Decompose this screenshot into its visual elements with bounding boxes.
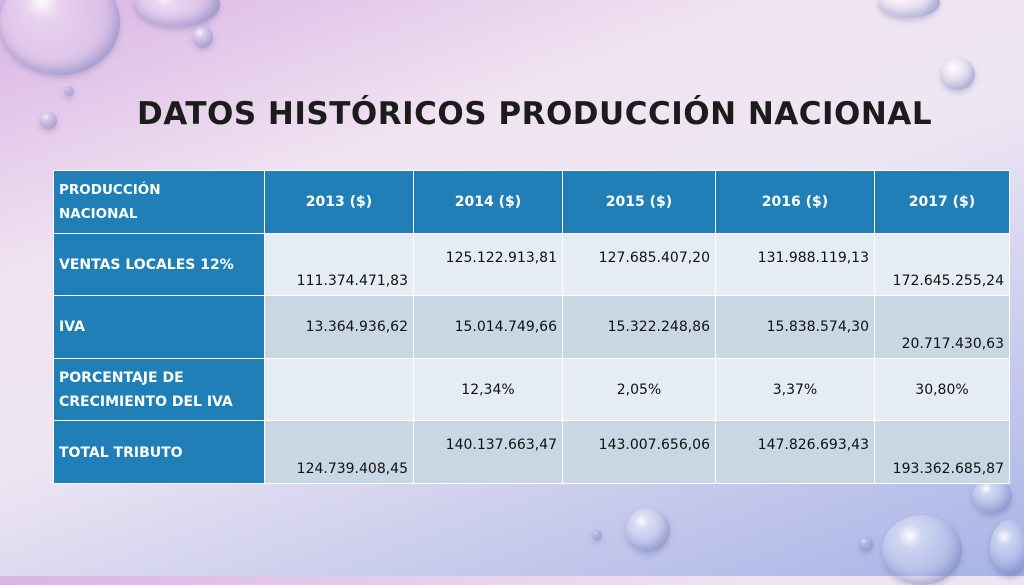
water-drop-decoration	[40, 112, 57, 129]
header-year-2014: 2014 ($)	[413, 170, 563, 234]
row-label-ventas-locales: VENTAS LOCALES 12%	[53, 233, 265, 296]
table-cell: 111.374.471,83	[264, 233, 414, 296]
table-cell: 15.838.574,30	[715, 295, 875, 359]
table-cell: 15.322.248,86	[562, 295, 716, 359]
water-drop-decoration	[882, 515, 962, 585]
table-cell: 193.362.685,87	[874, 420, 1010, 484]
table-cell: 124.739.408,45	[264, 420, 414, 484]
water-drop-decoration	[626, 508, 670, 552]
table-row-porcentaje-crecimiento: PORCENTAJE DE CRECIMIENTO DEL IVA 12,34%…	[53, 358, 1010, 421]
water-drop-decoration	[193, 26, 213, 48]
table-cell: 131.988.119,13	[715, 233, 875, 296]
table-cell: 20.717.430,63	[874, 295, 1010, 359]
row-label-porcentaje-crecimiento: PORCENTAJE DE CRECIMIENTO DEL IVA	[53, 358, 265, 421]
table-cell: 3,37%	[715, 358, 875, 421]
table-cell: 140.137.663,47	[413, 420, 563, 484]
table-cell: 13.364.936,62	[264, 295, 414, 359]
header-year-2013: 2013 ($)	[264, 170, 414, 234]
header-production-cell: PRODUCCIÓN NACIONAL	[53, 170, 265, 234]
row-label-line: CRECIMIENTO DEL IVA	[59, 393, 233, 410]
table-cell: 143.007.656,06	[562, 420, 716, 484]
table-cell: 127.685.407,20	[562, 233, 716, 296]
table-cell	[264, 358, 414, 421]
header-year-2016: 2016 ($)	[715, 170, 875, 234]
table-cell: 30,80%	[874, 358, 1010, 421]
table-header-row: PRODUCCIÓN NACIONAL 2013 ($) 2014 ($) 20…	[53, 170, 1010, 234]
page-title: DATOS HISTÓRICOS PRODUCCIÓN NACIONAL	[137, 96, 933, 132]
water-drop-decoration	[859, 537, 873, 551]
table-cell: 125.122.913,81	[413, 233, 563, 296]
table-row-total-tributo: TOTAL TRIBUTO 124.739.408,45 140.137.663…	[53, 420, 1010, 484]
header-production-label: PRODUCCIÓN	[59, 182, 161, 198]
water-drop-decoration	[941, 58, 975, 90]
header-year-2015: 2015 ($)	[562, 170, 716, 234]
water-drop-decoration	[135, 0, 220, 27]
row-label-iva: IVA	[53, 295, 265, 359]
table-cell: 15.014.749,66	[413, 295, 563, 359]
water-drop-decoration	[878, 0, 940, 18]
header-production-label: NACIONAL	[59, 206, 138, 222]
row-label-total-tributo: TOTAL TRIBUTO	[53, 420, 265, 484]
table-cell: 12,34%	[413, 358, 563, 421]
table-cell: 147.826.693,43	[715, 420, 875, 484]
table-cell: 2,05%	[562, 358, 716, 421]
table-row-ventas-locales: VENTAS LOCALES 12% 111.374.471,83 125.12…	[53, 233, 1010, 296]
header-year-2017: 2017 ($)	[874, 170, 1010, 234]
water-drop-decoration	[990, 520, 1024, 576]
table-row-iva: IVA 13.364.936,62 15.014.749,66 15.322.2…	[53, 295, 1010, 359]
table-cell: 172.645.255,24	[874, 233, 1010, 296]
water-drop-decoration	[972, 478, 1012, 514]
water-drop-decoration	[0, 0, 120, 75]
production-table: PRODUCCIÓN NACIONAL 2013 ($) 2014 ($) 20…	[53, 170, 1010, 484]
row-label-line: PORCENTAJE DE	[59, 369, 184, 386]
water-drop-decoration	[64, 86, 74, 96]
water-drop-decoration	[592, 530, 602, 540]
